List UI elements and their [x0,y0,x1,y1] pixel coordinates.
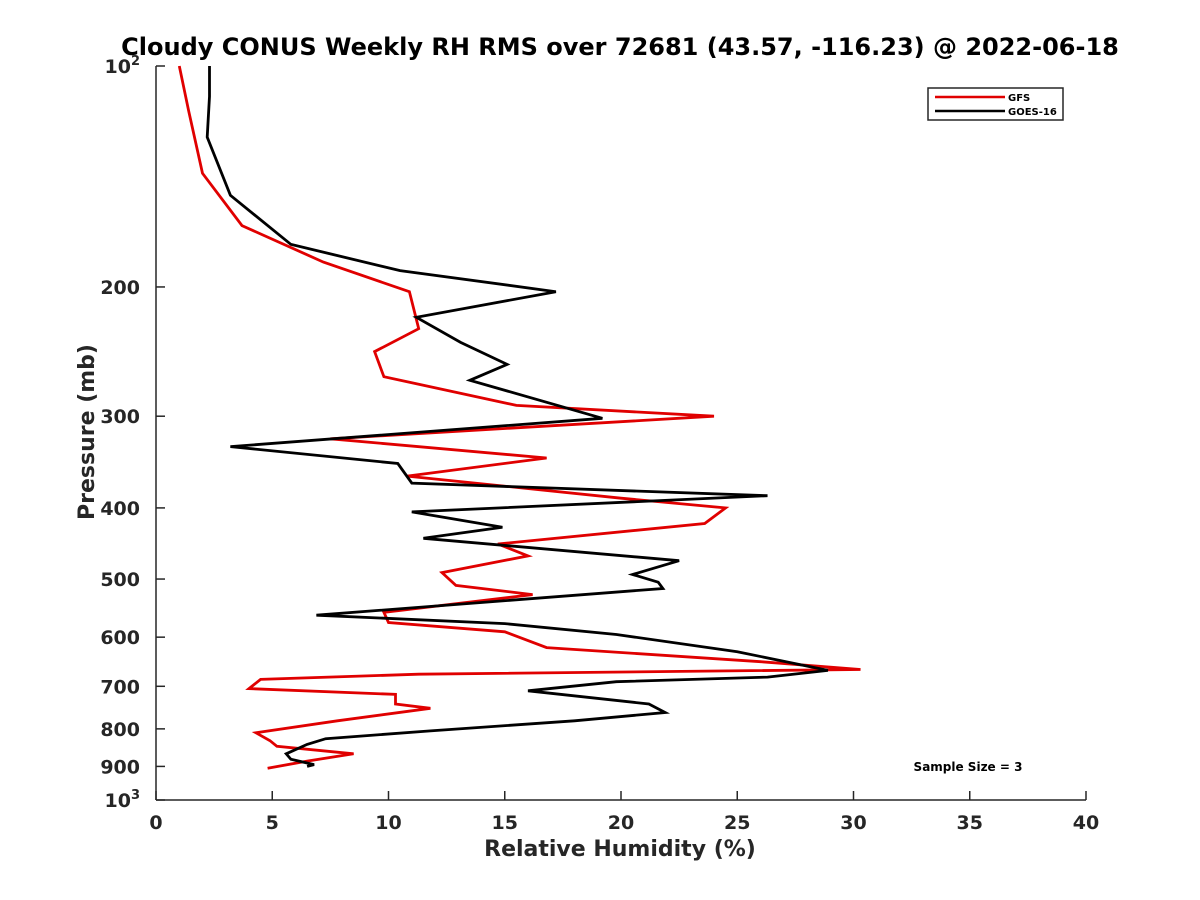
y-tick-label: 700 [100,676,140,698]
y-tick-label: 400 [100,498,140,520]
series-line-goes16 [205,66,829,768]
legend-label-goes16: GOES-16 [1008,107,1057,118]
y-axis-label: Pressure (mb) [75,344,100,520]
plot-area [155,65,1086,801]
y-tick-label: 600 [100,627,140,649]
x-tick-label: 0 [149,812,162,834]
x-tick-label: 5 [266,812,279,834]
x-axis: 0 5 10 15 20 25 30 35 40 [149,791,1099,834]
x-tick-label: 35 [957,812,983,834]
x-tick-label: 30 [840,812,866,834]
y-tick-label: 200 [100,277,140,299]
legend-label-gfs: GFS [1008,93,1030,104]
sample-size-annotation: Sample Size = 3 [914,760,1023,774]
x-tick-label: 40 [1073,812,1099,834]
x-tick-label: 10 [375,812,401,834]
chart-title: Cloudy CONUS Weekly RH RMS over 72681 (4… [121,33,1119,61]
x-axis-label: Relative Humidity (%) [484,837,756,862]
y-axis: 102 200 300 400 500 600 700 800 900 103 [100,54,165,812]
x-tick-label: 15 [492,812,518,834]
legend-box [927,87,1064,121]
series-line-gfs [177,65,861,770]
y-tick-label: 102 [105,54,141,78]
x-tick-label: 25 [724,812,750,834]
y-tick-label: 500 [100,569,140,591]
y-tick-label: 300 [100,406,140,428]
y-tick-label: 900 [100,756,140,778]
y-tick-label: 103 [105,788,141,812]
x-tick-label: 20 [608,812,634,834]
legend: GFS GOES-16 [927,87,1064,121]
y-tick-label: 800 [100,719,140,741]
